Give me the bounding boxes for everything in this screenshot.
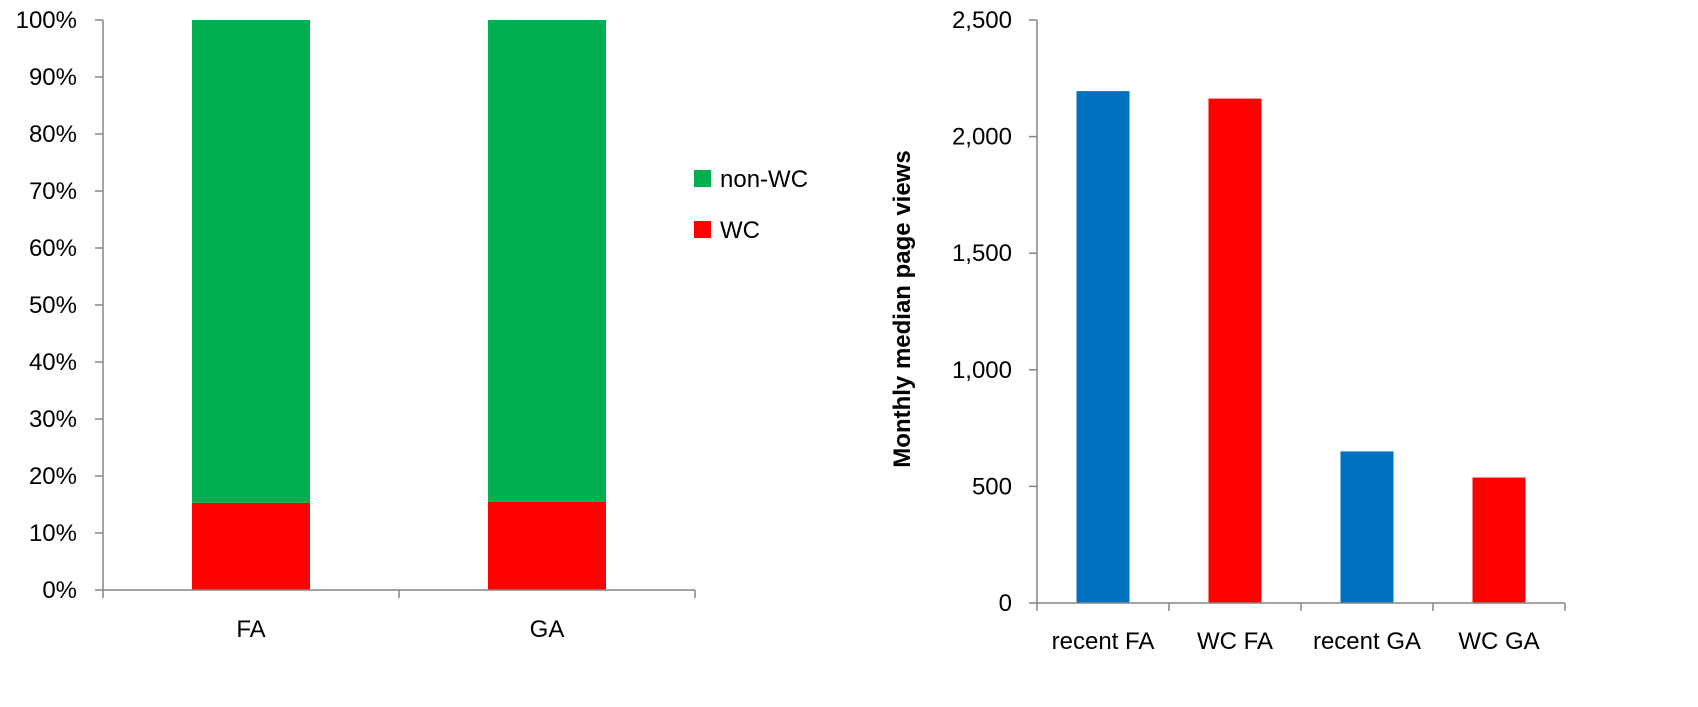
c2-x-ticks: recent FA WC FA recent GA WC GA [1036, 603, 1566, 655]
c2-y-ticks: 0 500 1,000 1,500 2,000 2,500 [952, 7, 1037, 617]
c1-y-tick-label: 0% [42, 577, 77, 604]
c1-legend-swatch [694, 221, 711, 238]
c2-bars [1076, 91, 1526, 603]
c2-y-tick-label: 2,500 [952, 7, 1012, 34]
c1-bar-wc-fa [192, 502, 310, 590]
c1-y-tick-label: 90% [29, 64, 77, 91]
c2-x-tick-label: recent FA [1052, 628, 1155, 655]
c1-legend-label: non-WC [720, 166, 808, 193]
c2-x-tick-label: recent GA [1313, 628, 1421, 655]
c2-y-axis-label: Monthly median page views [889, 150, 916, 467]
c1-x-ticks: FA GA [102, 590, 696, 643]
c1-y-tick-label: 70% [29, 178, 77, 205]
c1-bar-non-wc-ga [488, 20, 606, 502]
c1-y-tick-label: 80% [29, 121, 77, 148]
c1-y-tick-label: 40% [29, 349, 77, 376]
c1-bar-wc-ga [488, 501, 606, 590]
c2-x-tick-label: WC FA [1197, 628, 1273, 655]
c1-legend-swatch [694, 170, 711, 187]
c1-y-tick-label: 10% [29, 520, 77, 547]
c1-y-tick-label: 50% [29, 292, 77, 319]
c2-y-tick-label: 0 [999, 590, 1012, 617]
c2-y-tick-label: 2,000 [952, 124, 1012, 151]
c1-bar-non-wc-fa [192, 20, 310, 503]
c2-bar-recent-ga [1340, 451, 1394, 603]
c1-y-tick-label: 100% [16, 7, 77, 34]
c2-bar-wc-ga [1472, 477, 1526, 603]
c1-x-tick-label: FA [236, 616, 265, 643]
c1-y-tick-label: 20% [29, 463, 77, 490]
c1-y-ticks: 0% 10% 20% 30% 40% 50% 60% 70% 80% 90% 100% [16, 7, 103, 604]
c1-x-tick-label: GA [530, 616, 565, 643]
c1-y-tick-label: 60% [29, 235, 77, 262]
stacked-percent-chart: 0% 10% 20% 30% 40% 50% 60% 70% 80% 90% 100% FA GA n… [16, 7, 808, 643]
c1-y-tick-label: 30% [29, 406, 77, 433]
c1-legend: non-WC WC [694, 166, 808, 244]
c2-x-tick-label: WC GA [1458, 628, 1539, 655]
c2-bar-wc-fa [1208, 98, 1262, 603]
c1-legend-label: WC [720, 217, 760, 244]
c2-y-tick-label: 500 [972, 473, 1012, 500]
c1-bars [192, 20, 606, 590]
c2-bar-recent-fa [1076, 91, 1130, 603]
c2-y-tick-label: 1,500 [952, 240, 1012, 267]
c2-y-tick-label: 1,000 [952, 357, 1012, 384]
